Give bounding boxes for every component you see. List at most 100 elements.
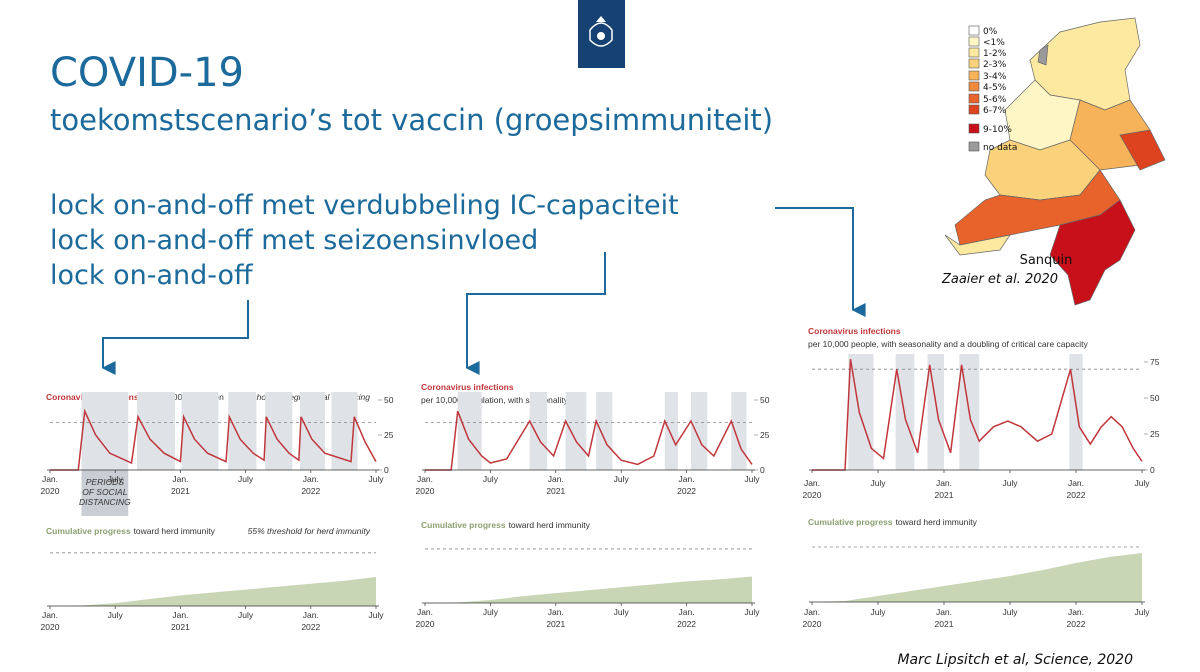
x-tick-label: July: [744, 607, 760, 617]
legend-label: 6-7%: [983, 106, 1007, 116]
band-label: DISTANCING: [79, 497, 131, 507]
chart-title: Coronavirus infections: [421, 382, 514, 392]
legend-swatch: [968, 104, 980, 115]
distancing-band: [731, 392, 747, 470]
y-tick-label: 0: [760, 465, 765, 475]
x-tick-label: Jan.: [42, 610, 58, 620]
x-tick-year: 2020: [41, 486, 60, 496]
x-tick-label: Jan.: [679, 607, 695, 617]
legend-swatch: [968, 141, 980, 152]
distancing-band: [299, 392, 325, 470]
distancing-band: [228, 392, 257, 470]
distancing-band: [265, 392, 293, 470]
immunity-area: [812, 553, 1142, 602]
chart-title: Cumulative progress toward herd immunity: [421, 520, 591, 530]
scenario: lock on-and-off: [50, 260, 254, 291]
x-tick-year: 2021: [935, 619, 954, 629]
connector: [465, 252, 606, 375]
x-tick-label: July: [1002, 478, 1018, 488]
y-tick-label: 50: [384, 395, 394, 405]
connector: [775, 207, 866, 317]
x-tick-label: Jan.: [936, 607, 952, 617]
map-source: Sanquin: [1020, 253, 1073, 268]
chart-title: Cumulative progress toward herd immunity: [46, 526, 216, 536]
x-tick-label: Jan.: [172, 610, 188, 620]
x-tick-label: July: [870, 478, 886, 488]
legend-label: 2-3%: [983, 60, 1007, 70]
infection-curve: [50, 408, 377, 471]
map-reference: Zaaier et al. 2020: [941, 272, 1058, 287]
scenario: lock on-and-off met seizoensinvloed: [50, 225, 538, 256]
legend-swatch: [968, 93, 980, 104]
x-tick-year: 2022: [301, 486, 320, 496]
slide-subtitle: toekomstscenario’s tot vaccin (groepsimm…: [50, 103, 773, 137]
legend-label: 1-2%: [983, 49, 1007, 59]
chart-title-bold: Coronavirus infections: [421, 382, 514, 392]
x-tick-label: July: [368, 610, 384, 620]
x-tick-label: Jan.: [936, 478, 952, 488]
y-tick-label: 75: [1150, 357, 1160, 367]
x-tick-label: July: [238, 474, 254, 484]
distancing-band: [596, 392, 613, 470]
x-tick-label: July: [614, 607, 630, 617]
x-tick-label: Jan.: [1068, 478, 1084, 488]
citation: Marc Lipsitch et al, Science, 2020: [897, 652, 1133, 668]
distancing-band: [529, 392, 548, 470]
band-label-box: [81, 470, 129, 516]
infection-curve: [425, 410, 753, 471]
x-tick-year: 2022: [677, 619, 696, 629]
legend-label: 9-10%: [983, 125, 1012, 135]
legend-label: 0%: [983, 27, 998, 37]
x-tick-label: Jan.: [548, 474, 564, 484]
x-tick-label: Jan.: [548, 607, 564, 617]
distancing-band: [664, 392, 678, 470]
x-tick-label: July: [1002, 607, 1018, 617]
x-tick-year: 2022: [677, 486, 696, 496]
logo: [578, 0, 625, 68]
immunity-area: [425, 576, 752, 603]
y-tick-label: 25: [384, 430, 394, 440]
distancing-band: [895, 354, 915, 470]
legend-label: 3-4%: [983, 72, 1007, 82]
y-tick-label: 25: [1150, 429, 1160, 439]
x-tick-label: July: [614, 474, 630, 484]
chart-subtitle: toward herd immunity: [134, 526, 216, 536]
legend-swatch: [968, 81, 980, 92]
legend-label: <1%: [983, 38, 1005, 48]
x-tick-year: 2021: [171, 622, 190, 632]
x-tick-label: July: [1134, 478, 1150, 488]
distancing-band: [457, 392, 482, 470]
chart-subtitle: per 10,000 people, with seasonality and …: [808, 339, 1088, 349]
y-tick-label: 0: [1150, 465, 1155, 475]
x-tick-label: Jan.: [42, 474, 58, 484]
x-tick-label: Jan.: [1068, 607, 1084, 617]
x-tick-label: July: [483, 607, 499, 617]
x-tick-label: Jan.: [417, 607, 433, 617]
slide-title: COVID-19: [50, 50, 244, 96]
legend-label: 4-5%: [983, 83, 1007, 93]
band-label: OF SOCIAL: [82, 487, 127, 497]
immunity-area: [50, 577, 376, 606]
distancing-band: [81, 392, 129, 470]
legend-swatch: [968, 58, 980, 69]
x-tick-label: July: [744, 474, 760, 484]
legend-swatch: [968, 70, 980, 81]
x-tick-label: Jan.: [303, 610, 319, 620]
x-tick-label: Jan.: [804, 607, 820, 617]
x-tick-label: July: [108, 474, 124, 484]
x-tick-label: July: [368, 474, 384, 484]
x-tick-label: Jan.: [679, 474, 695, 484]
x-tick-year: 2021: [171, 486, 190, 496]
chart-title-bold: Coronavirus infections: [808, 326, 901, 336]
legend-swatch: [968, 25, 980, 36]
chart-subtitle: per 10,000 population, with seasonality: [421, 395, 569, 405]
x-tick-label: Jan.: [172, 474, 188, 484]
x-tick-label: July: [238, 610, 254, 620]
x-tick-year: 2022: [1067, 490, 1086, 500]
legend-swatch: [968, 123, 980, 134]
chart-subtitle: toward herd immunity: [509, 520, 591, 530]
map-legend: 0%<1%1-2%2-3% 3-4%4-5% 5-6%6-7% 9-10% no dat…: [968, 25, 1017, 153]
chart-title-bold: Cumulative progress: [46, 526, 131, 536]
x-tick-year: 2020: [416, 619, 435, 629]
